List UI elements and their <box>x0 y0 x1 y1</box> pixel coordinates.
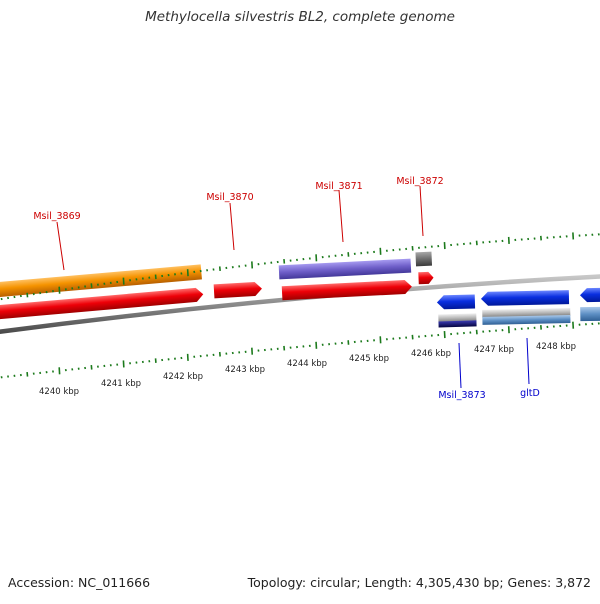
gene-msil-3873-navy[interactable] <box>438 320 476 327</box>
gene-next-blue[interactable] <box>580 288 600 302</box>
leader-msil-3872 <box>420 186 423 236</box>
scale-label-4241: 4241 kbp <box>101 379 141 389</box>
leader-gltd <box>527 338 529 384</box>
label-msil-3869[interactable]: Msil_3869 <box>33 211 80 222</box>
scale-label-4246: 4246 kbp <box>411 349 451 359</box>
genome-summary: Topology: circular; Length: 4,305,430 bp… <box>248 575 591 590</box>
scale-label-4243: 4243 kbp <box>225 365 265 375</box>
scale-label-4240: 4240 kbp <box>39 387 79 397</box>
label-msil-3872[interactable]: Msil_3872 <box>396 176 443 187</box>
gene-gltd-blue[interactable] <box>481 290 569 306</box>
gene-msil-3872-red[interactable] <box>418 272 433 285</box>
forward-gene-labels: Msil_3869 Msil_3870 Msil_3871 Msil_3872 <box>33 176 443 270</box>
leader-msil-3871 <box>339 190 343 242</box>
scale-label-4244: 4244 kbp <box>287 359 327 369</box>
gene-msil-3871-purple[interactable] <box>279 259 412 280</box>
label-gltd[interactable]: gltD <box>520 388 540 399</box>
gene-msil-3870[interactable] <box>214 282 263 299</box>
scale-label-4247: 4247 kbp <box>474 345 514 355</box>
gene-msil-3873-blue[interactable] <box>437 294 475 309</box>
scale-label-4245: 4245 kbp <box>349 354 389 364</box>
accession-label: Accession: NC_011666 <box>8 575 150 590</box>
scale-label-4248: 4248 kbp <box>536 342 576 352</box>
map-title: Methylocella silvestris BL2, complete ge… <box>0 9 600 25</box>
gene-msil-3871-red[interactable] <box>282 280 413 301</box>
scale-labels: 4240 kbp 4241 kbp 4242 kbp 4243 kbp 4244… <box>39 342 576 397</box>
forward-strand-genes <box>0 252 434 320</box>
gene-next-steel[interactable] <box>580 307 600 321</box>
label-msil-3870[interactable]: Msil_3870 <box>206 192 253 203</box>
leader-msil-3870 <box>230 203 234 250</box>
gene-msil-3872-gray[interactable] <box>415 252 432 267</box>
leader-msil-3869 <box>57 222 64 270</box>
scale-label-4242: 4242 kbp <box>163 372 203 382</box>
reverse-strand-genes <box>437 288 600 328</box>
label-msil-3871[interactable]: Msil_3871 <box>315 181 362 192</box>
leader-msil-3873 <box>459 343 461 388</box>
label-msil-3873[interactable]: Msil_3873 <box>438 390 485 401</box>
